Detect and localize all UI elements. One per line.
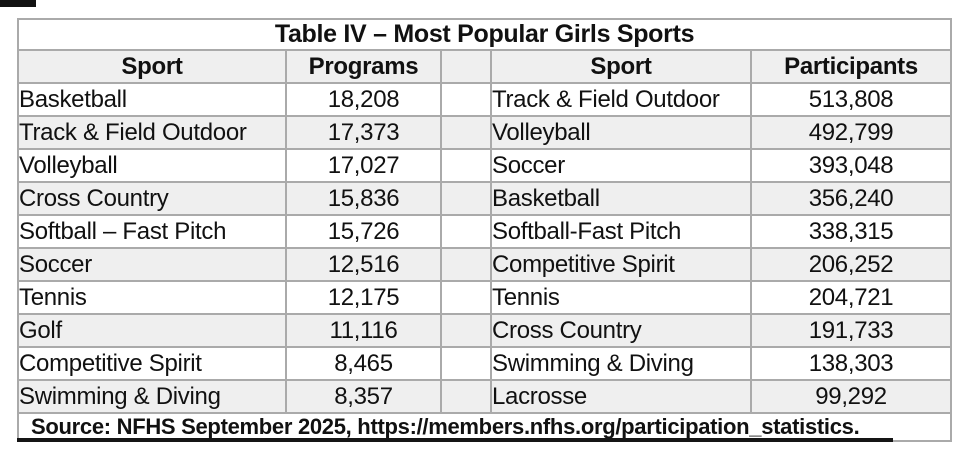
right-sport-cell: Softball-Fast Pitch bbox=[490, 214, 752, 249]
participants-cell: 338,315 bbox=[749, 214, 953, 249]
left-sport-cell: Golf bbox=[17, 313, 287, 348]
spacer-cell bbox=[440, 148, 492, 183]
table-row: Swimming & Diving 8,357 Lacrosse 99,292 bbox=[17, 379, 953, 414]
spacer-cell bbox=[440, 346, 492, 381]
participants-cell: 99,292 bbox=[749, 379, 953, 414]
right-sport-cell: Track & Field Outdoor bbox=[490, 82, 752, 117]
left-sport-cell: Competitive Spirit bbox=[17, 346, 287, 381]
spacer-cell bbox=[440, 379, 492, 414]
left-sport-cell: Basketball bbox=[17, 82, 287, 117]
programs-cell: 15,726 bbox=[285, 214, 442, 249]
programs-cell: 11,116 bbox=[285, 313, 442, 348]
table-row: Soccer 12,516 Competitive Spirit 206,252 bbox=[17, 247, 953, 282]
participants-cell: 206,252 bbox=[749, 247, 953, 282]
source-note: Source: NFHS September 2025, https://mem… bbox=[16, 412, 953, 442]
right-sport-cell: Competitive Spirit bbox=[490, 247, 752, 282]
left-sport-cell: Volleyball bbox=[17, 148, 287, 183]
header-programs: Programs bbox=[285, 49, 442, 84]
participants-cell: 513,808 bbox=[749, 82, 953, 117]
table-row: Tennis 12,175 Tennis 204,721 bbox=[17, 280, 953, 315]
spacer-cell bbox=[440, 280, 492, 315]
participants-cell: 492,799 bbox=[749, 115, 953, 150]
programs-cell: 12,516 bbox=[285, 247, 442, 282]
left-sport-cell: Swimming & Diving bbox=[17, 379, 287, 414]
spacer-cell bbox=[440, 247, 492, 282]
programs-cell: 18,208 bbox=[285, 82, 442, 117]
right-sport-cell: Volleyball bbox=[490, 115, 752, 150]
participants-cell: 204,721 bbox=[749, 280, 953, 315]
programs-cell: 8,357 bbox=[285, 379, 442, 414]
programs-cell: 17,027 bbox=[285, 148, 442, 183]
spacer-cell bbox=[440, 115, 492, 150]
table-row: Golf 11,116 Cross Country 191,733 bbox=[17, 313, 953, 348]
table-row: Track & Field Outdoor 17,373 Volleyball … bbox=[17, 115, 953, 150]
table-row: Volleyball 17,027 Soccer 393,048 bbox=[17, 148, 953, 183]
header-spacer bbox=[440, 49, 492, 84]
girls-sports-table: Table IV – Most Popular Girls Sports Spo… bbox=[16, 18, 953, 442]
table-title-row: Table IV – Most Popular Girls Sports bbox=[16, 18, 953, 51]
participants-cell: 138,303 bbox=[749, 346, 953, 381]
column-header-row: Sport Programs Sport Participants bbox=[17, 49, 953, 84]
right-sport-cell: Cross Country bbox=[490, 313, 752, 348]
right-sport-cell: Lacrosse bbox=[490, 379, 752, 414]
header-participants: Participants bbox=[749, 49, 953, 84]
spacer-cell bbox=[440, 214, 492, 249]
left-sport-cell: Tennis bbox=[17, 280, 287, 315]
left-sport-cell: Softball – Fast Pitch bbox=[17, 214, 287, 249]
bottom-rule bbox=[17, 438, 893, 442]
scan-artifact-mark bbox=[0, 0, 36, 7]
right-sport-cell: Soccer bbox=[490, 148, 752, 183]
programs-cell: 12,175 bbox=[285, 280, 442, 315]
right-sport-cell: Basketball bbox=[490, 181, 752, 216]
table-title: Table IV – Most Popular Girls Sports bbox=[16, 18, 953, 51]
table-row: Softball – Fast Pitch 15,726 Softball-Fa… bbox=[17, 214, 953, 249]
source-row: Source: NFHS September 2025, https://mem… bbox=[16, 412, 953, 442]
programs-cell: 8,465 bbox=[285, 346, 442, 381]
left-sport-cell: Soccer bbox=[17, 247, 287, 282]
table-row: Competitive Spirit 8,465 Swimming & Divi… bbox=[17, 346, 953, 381]
spacer-cell bbox=[440, 313, 492, 348]
left-sport-cell: Cross Country bbox=[17, 181, 287, 216]
spacer-cell bbox=[440, 82, 492, 117]
participants-cell: 356,240 bbox=[749, 181, 953, 216]
programs-cell: 15,836 bbox=[285, 181, 442, 216]
left-sport-cell: Track & Field Outdoor bbox=[17, 115, 287, 150]
right-sport-cell: Swimming & Diving bbox=[490, 346, 752, 381]
header-sport-left: Sport bbox=[17, 49, 287, 84]
participants-cell: 191,733 bbox=[749, 313, 953, 348]
table-row: Basketball 18,208 Track & Field Outdoor … bbox=[17, 82, 953, 117]
programs-cell: 17,373 bbox=[285, 115, 442, 150]
spacer-cell bbox=[440, 181, 492, 216]
participants-cell: 393,048 bbox=[749, 148, 953, 183]
header-sport-right: Sport bbox=[490, 49, 752, 84]
right-sport-cell: Tennis bbox=[490, 280, 752, 315]
table-row: Cross Country 15,836 Basketball 356,240 bbox=[17, 181, 953, 216]
